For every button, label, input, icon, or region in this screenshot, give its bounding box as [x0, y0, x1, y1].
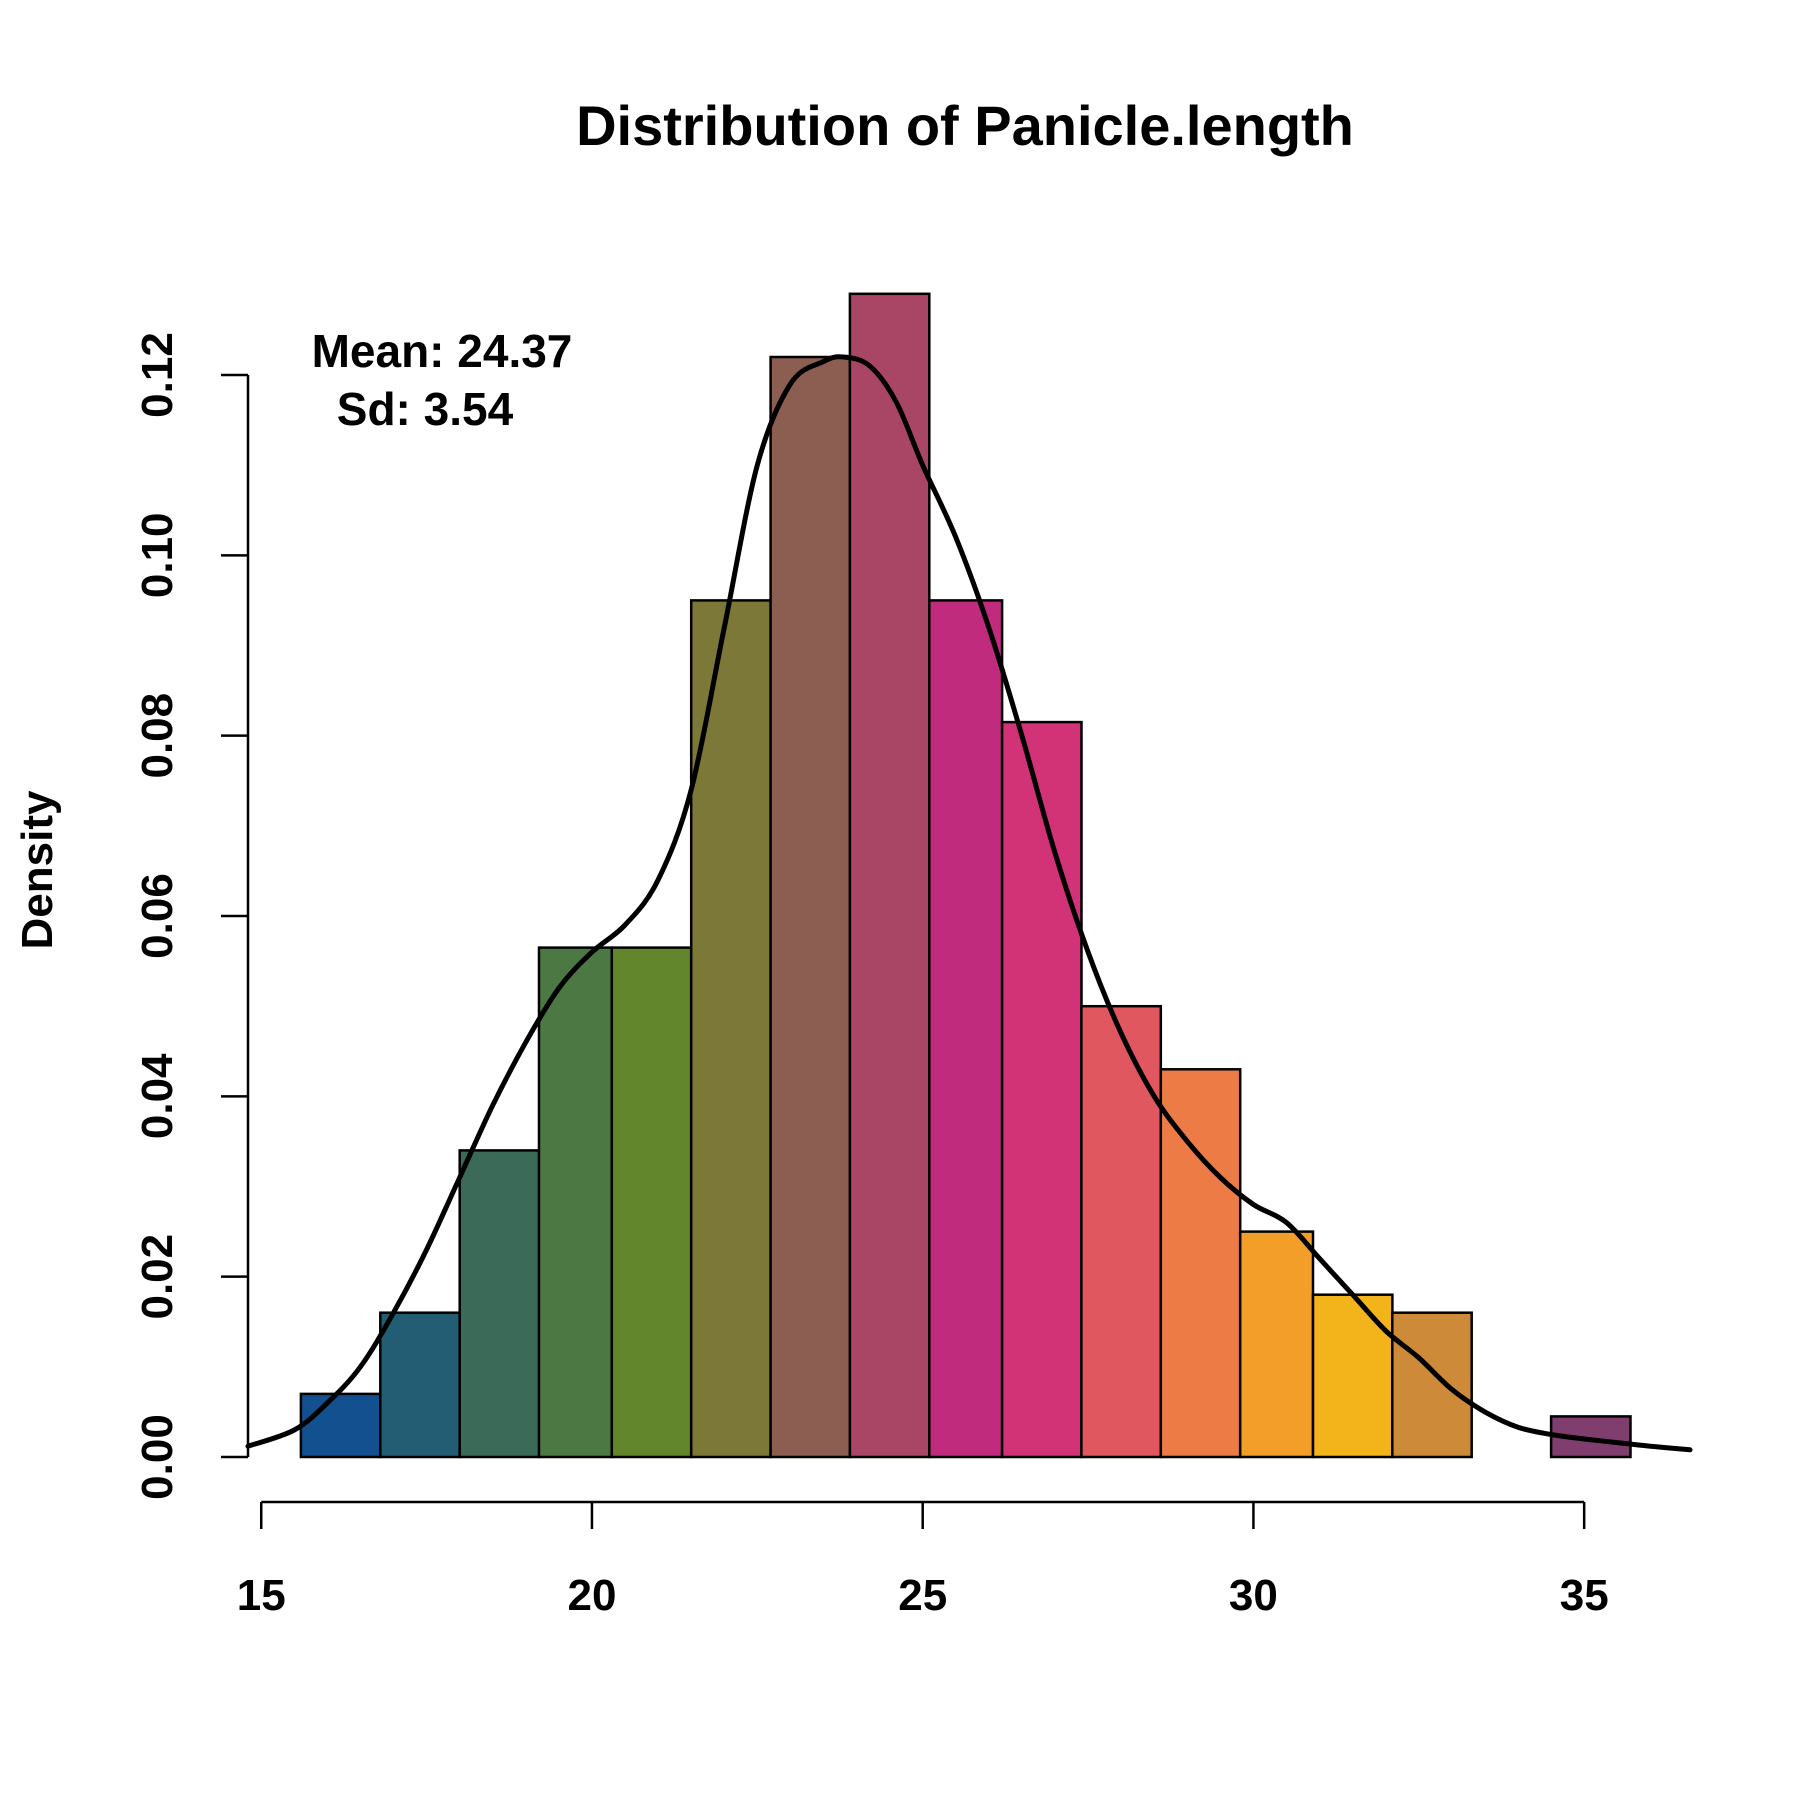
histogram-bar — [1311, 1293, 1394, 1459]
y-tick-label: 0.04 — [133, 1053, 182, 1139]
y-tick-label: 0.06 — [133, 873, 182, 959]
histogram-bar — [379, 1311, 461, 1459]
histogram-bar — [928, 599, 1004, 1459]
histogram-bar — [299, 1392, 382, 1459]
y-tick-label: 0.00 — [133, 1414, 182, 1500]
histogram-bar — [458, 1149, 541, 1459]
y-axis: 0.00 0.02 0.04 0.06 0.08 0.10 0.12 — [133, 332, 250, 1500]
x-tick-label: 15 — [237, 1571, 286, 1620]
sd-annotation: Sd: 3.54 — [337, 383, 514, 435]
histogram-bar — [848, 292, 931, 1459]
histogram-bar — [537, 946, 614, 1459]
chart-title: Distribution of Panicle.length — [576, 94, 1354, 157]
x-axis: 15 20 25 30 35 — [237, 1500, 1609, 1620]
histogram-bar — [610, 946, 693, 1459]
histogram-bar — [769, 355, 852, 1459]
x-tick-label: 30 — [1229, 1571, 1278, 1620]
histogram-bar — [1159, 1068, 1242, 1459]
x-tick-label: 25 — [898, 1571, 947, 1620]
y-tick-label: 0.10 — [133, 512, 182, 598]
histogram-bar — [1238, 1230, 1315, 1459]
y-axis-title: Density — [13, 790, 62, 949]
x-tick-label: 35 — [1560, 1571, 1609, 1620]
y-tick-label: 0.02 — [133, 1234, 182, 1320]
histogram-bar — [689, 599, 772, 1459]
histogram-bars — [299, 292, 1632, 1459]
histogram-bar — [1000, 720, 1083, 1459]
mean-annotation: Mean: 24.37 — [312, 325, 573, 377]
y-tick-label: 0.12 — [133, 332, 182, 418]
histogram-bar — [1391, 1311, 1473, 1459]
y-tick-label: 0.08 — [133, 693, 182, 779]
density-curve — [245, 354, 1693, 1453]
x-tick-label: 20 — [568, 1571, 617, 1620]
histogram-bar — [1080, 1004, 1163, 1459]
